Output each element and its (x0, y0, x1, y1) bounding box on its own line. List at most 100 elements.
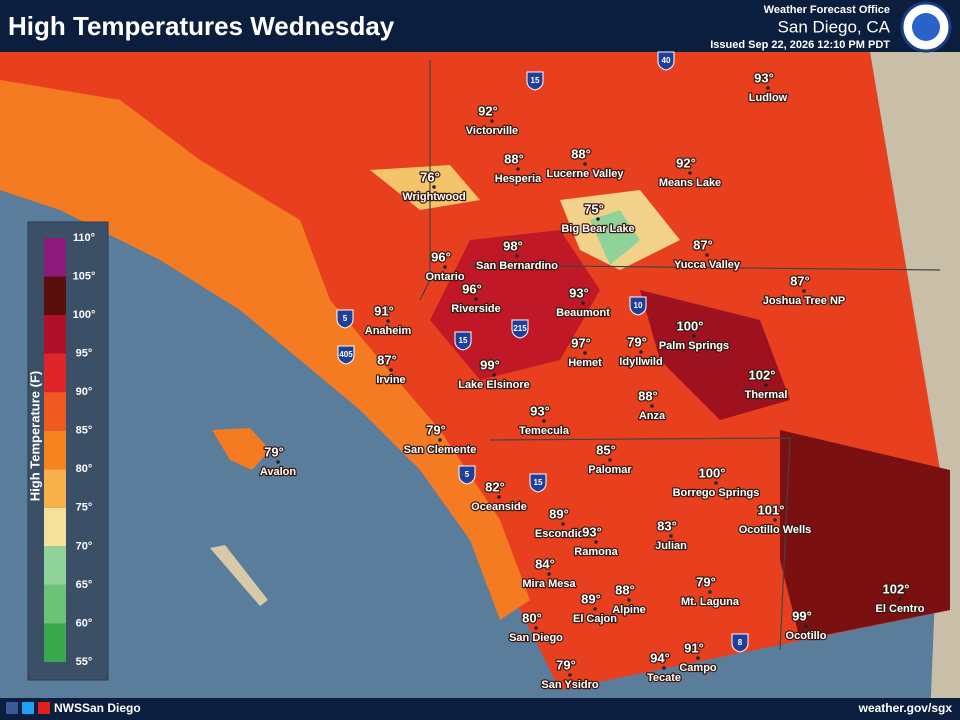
highway-number: 15 (534, 478, 543, 487)
city-name: Palm Springs (659, 340, 729, 352)
city-temp: 93° (754, 70, 774, 85)
city-name: Yucca Valley (674, 259, 741, 271)
highway-number: 15 (459, 336, 468, 345)
legend-tick-label: 110° (73, 232, 95, 244)
city-temp: 84° (535, 556, 555, 571)
hot-zone (780, 430, 950, 640)
city-name: Avalon (260, 466, 297, 478)
legend-tick-label: 80° (76, 463, 93, 475)
legend-band (44, 546, 66, 585)
city-name: Ontario (425, 271, 464, 283)
city-dot (276, 460, 280, 464)
legend-tick-label: 70° (76, 540, 93, 552)
city-dot (515, 254, 519, 258)
city-dot (474, 297, 478, 301)
city-dot (714, 481, 718, 485)
highway-shield (657, 51, 675, 71)
city-dot (696, 656, 700, 660)
city-name: Irvine (376, 374, 405, 386)
city-dot (773, 518, 777, 522)
city-dot (581, 301, 585, 305)
legend-band (44, 276, 66, 316)
location: San Diego, CA (778, 17, 891, 36)
san-clemente-island (210, 545, 268, 606)
legend-box (27, 221, 109, 681)
city-dot (594, 540, 598, 544)
legend-tick-label: 105° (73, 270, 96, 282)
city-temp: 97° (571, 335, 591, 350)
highway-shield (629, 296, 647, 316)
county-line (469, 264, 941, 271)
city-temp: 92° (676, 155, 696, 170)
footer-bar (0, 698, 960, 720)
city-dot (492, 373, 496, 377)
highway-number: 5 (465, 470, 470, 479)
highway-number: 215 (513, 324, 527, 333)
legend-title: High Temperature (F) (27, 371, 42, 502)
city-dot (542, 419, 546, 423)
nws-logo-inner (912, 13, 940, 41)
highway-shield (336, 309, 354, 329)
city-dot (547, 572, 551, 576)
city-name: Campo (679, 662, 717, 674)
highway-shield (529, 473, 547, 493)
hot-zone (430, 230, 600, 380)
highway-shield (526, 71, 544, 91)
city-temp: 89° (581, 591, 601, 606)
city-dot (497, 495, 501, 499)
city-name: Wrightwood (402, 191, 465, 203)
city-dot (639, 350, 643, 354)
city-temp: 79° (696, 574, 716, 589)
city-dot (443, 265, 447, 269)
footer-url[interactable]: weather.gov/sgx (858, 701, 953, 715)
city-temp: 88° (571, 146, 591, 161)
coastal-zone (0, 80, 530, 620)
legend-band (44, 623, 66, 662)
city-name: Ocotillo Wells (739, 524, 812, 536)
city-temp: 92° (478, 103, 498, 118)
facebook-icon[interactable] (6, 702, 18, 714)
city-temp: 87° (790, 273, 810, 288)
twitter-icon[interactable] (22, 702, 34, 714)
city-dot (688, 171, 692, 175)
office: Weather Forecast Office (764, 4, 890, 16)
city-temp: 93° (582, 524, 602, 539)
legend-tick-label: 65° (76, 579, 93, 591)
city-temp: 87° (377, 352, 397, 367)
city-name: Oceanside (471, 501, 527, 513)
city-name: Anza (639, 410, 666, 422)
city-name: Idyllwild (619, 356, 662, 368)
city-temp: 79° (264, 444, 284, 459)
city-name: San Diego (509, 632, 563, 644)
highway-shield (337, 345, 355, 365)
catalina-island (212, 428, 270, 470)
city-dot (669, 534, 673, 538)
legend-band (44, 315, 66, 354)
city-temp: 99° (480, 357, 500, 372)
youtube-icon[interactable] (38, 702, 50, 714)
header-bar (0, 0, 960, 52)
city-dot (650, 404, 654, 408)
city-temp: 87° (693, 237, 713, 252)
city-temp: 75° (584, 201, 604, 216)
city-dot (596, 217, 600, 221)
city-name: Anaheim (365, 325, 412, 337)
city-temp: 88° (615, 582, 635, 597)
city-dot (516, 167, 520, 171)
city-name: Big Bear Lake (561, 223, 634, 235)
city-temp: 102° (749, 367, 776, 382)
city-dot (802, 289, 806, 293)
legend-tick-label: 75° (76, 502, 93, 514)
city-dot (766, 86, 770, 90)
legend: 110° 105° 100° 95° 90° 85° 80° 75° 70° 65° 60° 55° (44, 232, 95, 668)
city-name: Alpine (612, 604, 646, 616)
city-name: Mira Mesa (522, 578, 576, 590)
city-temp: 88° (504, 151, 524, 166)
footer-social[interactable]: NWSSan Diego (54, 701, 141, 715)
city-temp: 80° (522, 610, 542, 625)
legend-band (44, 469, 66, 508)
city-temp: 100° (677, 318, 704, 333)
city-dot (534, 626, 538, 630)
legend-tick-label: 85° (76, 425, 93, 437)
